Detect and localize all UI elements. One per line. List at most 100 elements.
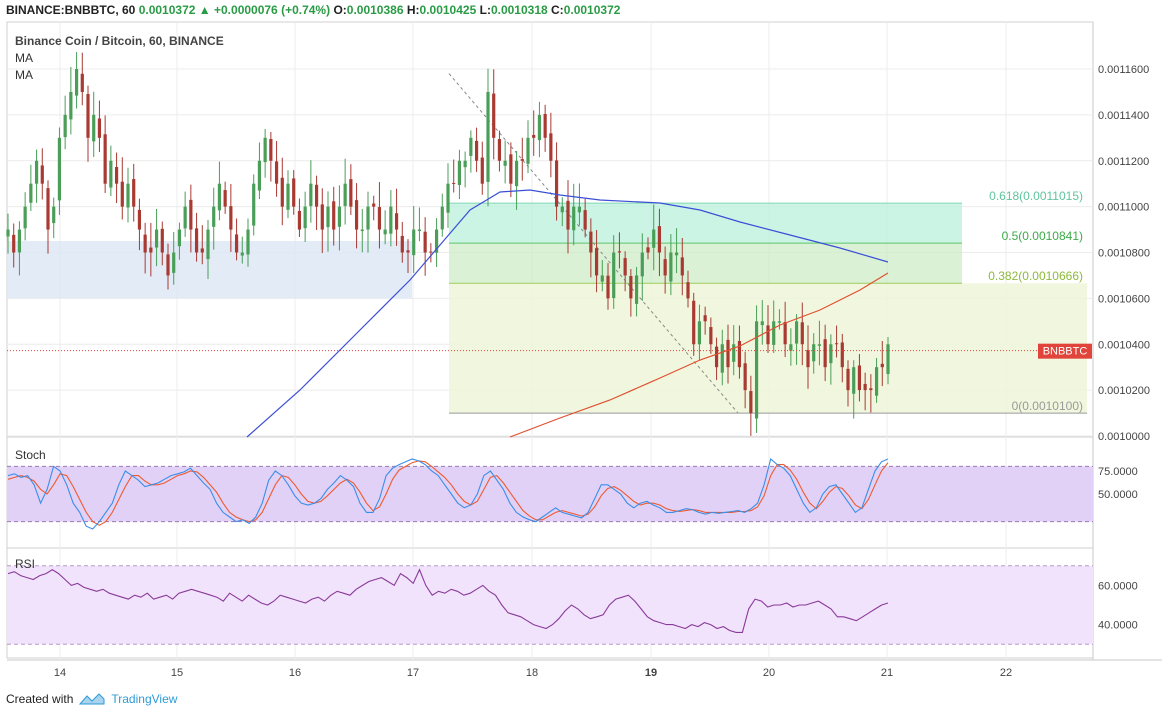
price-tick: 0.0010800 (1098, 248, 1150, 260)
last-price-tag: BNBBTC (1038, 343, 1092, 359)
candle-body (412, 229, 416, 256)
price-tick: 0.0010600 (1098, 293, 1150, 305)
candle-body (549, 133, 553, 161)
candle-body (297, 210, 302, 230)
candle-body (337, 206, 342, 227)
candle-body (520, 159, 524, 161)
candle-body (846, 368, 850, 391)
rsi-title: RSI (15, 557, 35, 571)
candle-body (429, 251, 433, 253)
candle-body (852, 367, 856, 394)
candle-body (692, 300, 696, 345)
candle-body (97, 118, 102, 138)
candle-body (760, 321, 764, 326)
footer: Created with TradingView (6, 690, 177, 708)
candle-body (400, 235, 404, 253)
ma-legend-1: MA (15, 51, 33, 65)
candle-body (343, 183, 347, 207)
price-axis[interactable]: 0.0011600 0.0011400 0.0011200 0.0011000 0.00… (1098, 64, 1150, 443)
time-tick: 14 (54, 667, 66, 679)
candle-body (652, 229, 656, 248)
candle-body (160, 228, 164, 253)
candle-body (17, 229, 22, 253)
tradingview-brand[interactable]: TradingView (111, 692, 178, 706)
candle-body (166, 254, 170, 276)
candle-body (589, 231, 593, 253)
candle-body (869, 388, 873, 391)
time-tick: 19 (645, 667, 657, 679)
stoch-k-line (7, 458, 889, 530)
candle-body (126, 183, 130, 208)
price-tick: 0.0011600 (1098, 64, 1149, 76)
candle-body (840, 342, 844, 368)
candle-body (149, 247, 153, 253)
candle-body (229, 206, 233, 230)
candle-body (389, 206, 393, 234)
candle-body (532, 134, 536, 138)
candle-body (480, 157, 484, 184)
candle-body (63, 114, 67, 138)
candle-body (583, 210, 587, 230)
candle-body (720, 344, 724, 373)
candle-body (646, 247, 650, 253)
rsi-tick-60: 60.0000 (1098, 580, 1138, 592)
candle-body (612, 252, 616, 299)
candle-body (23, 206, 27, 229)
last-price: 0.0010372 (138, 3, 196, 17)
candle-body (394, 213, 399, 230)
candle-body (886, 344, 890, 374)
price-tick: 0.0011000 (1098, 202, 1149, 214)
candle-body (880, 363, 884, 368)
candle-body (52, 206, 56, 224)
candle-body (189, 199, 193, 230)
candle-body (383, 229, 387, 235)
candle-body (697, 321, 702, 345)
candle-body (829, 344, 833, 364)
candle-body (246, 229, 250, 255)
candle-body (417, 229, 422, 232)
candle-body (566, 200, 570, 230)
candle-body (509, 154, 513, 184)
stoch-tick-50: 50.0000 (1098, 489, 1138, 501)
ma-red-line (509, 272, 889, 438)
candle-body (200, 248, 204, 253)
candle-body (486, 91, 490, 182)
candlestick-series (6, 52, 890, 436)
candle-body (680, 257, 684, 276)
candle-body (874, 367, 879, 396)
candle-body (286, 183, 290, 210)
chart-legend: Binance Coin / Bitcoin, 60, BINANCE MA M… (15, 33, 224, 84)
candle-body (714, 346, 719, 368)
fib-trendline (448, 73, 739, 414)
candle-body (434, 229, 439, 253)
candle-body (777, 321, 782, 323)
price-tick: 0.0010000 (1098, 431, 1150, 443)
close-label: C: (551, 3, 564, 17)
candle-body (754, 321, 759, 419)
candle-body (469, 137, 473, 156)
price-tick: 0.0011400 (1098, 110, 1149, 122)
candle-body (29, 183, 33, 203)
candle-body (674, 252, 679, 256)
candle-body (594, 248, 599, 276)
candle-body (726, 339, 730, 368)
candle-body (800, 322, 804, 345)
time-tick: 16 (289, 667, 301, 679)
candle-body (732, 344, 736, 362)
last-price-tag-label: BNBBTC (1043, 346, 1088, 358)
time-axis[interactable]: 14 15 16 17 18 19 20 21 22 (54, 667, 1012, 679)
candle-body (57, 137, 62, 201)
candle-body (292, 178, 296, 207)
time-tick: 18 (526, 667, 538, 679)
candle-body (360, 229, 364, 232)
candle-body (600, 275, 604, 282)
candle-body (737, 340, 742, 368)
candle-body (703, 315, 707, 322)
fib-upper-zone (449, 203, 962, 244)
candle-body (772, 321, 776, 345)
candle-body (40, 165, 44, 184)
price-tick: 0.0010200 (1098, 385, 1150, 397)
stoch-tick-75: 75.0000 (1098, 466, 1138, 478)
tradingview-logo-icon (79, 693, 105, 705)
